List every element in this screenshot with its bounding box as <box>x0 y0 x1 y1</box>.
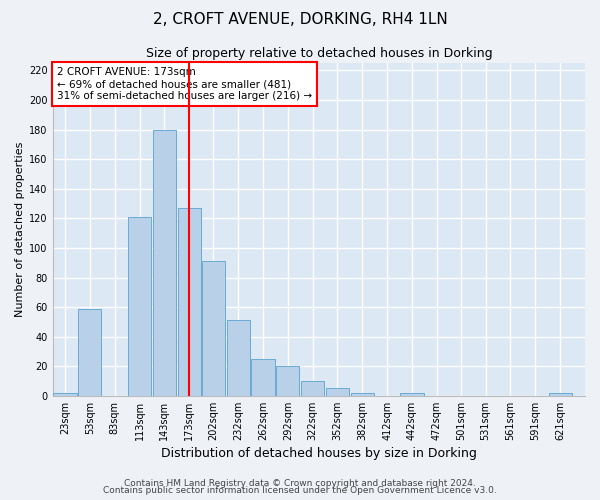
Bar <box>351 393 374 396</box>
Bar <box>400 393 424 396</box>
Bar <box>153 130 176 396</box>
Bar <box>128 217 151 396</box>
Bar <box>326 388 349 396</box>
Text: 2 CROFT AVENUE: 173sqm
← 69% of detached houses are smaller (481)
31% of semi-de: 2 CROFT AVENUE: 173sqm ← 69% of detached… <box>57 68 312 100</box>
Bar <box>202 261 225 396</box>
Bar <box>251 359 275 396</box>
Text: Contains public sector information licensed under the Open Government Licence v3: Contains public sector information licen… <box>103 486 497 495</box>
Bar <box>79 308 101 396</box>
Bar <box>301 381 324 396</box>
Y-axis label: Number of detached properties: Number of detached properties <box>15 142 25 317</box>
Bar <box>178 208 201 396</box>
Bar <box>276 366 299 396</box>
Text: 2, CROFT AVENUE, DORKING, RH4 1LN: 2, CROFT AVENUE, DORKING, RH4 1LN <box>152 12 448 28</box>
Text: Contains HM Land Registry data © Crown copyright and database right 2024.: Contains HM Land Registry data © Crown c… <box>124 478 476 488</box>
Bar <box>53 393 77 396</box>
Bar <box>227 320 250 396</box>
X-axis label: Distribution of detached houses by size in Dorking: Distribution of detached houses by size … <box>161 447 477 460</box>
Bar <box>548 393 572 396</box>
Title: Size of property relative to detached houses in Dorking: Size of property relative to detached ho… <box>146 48 492 60</box>
